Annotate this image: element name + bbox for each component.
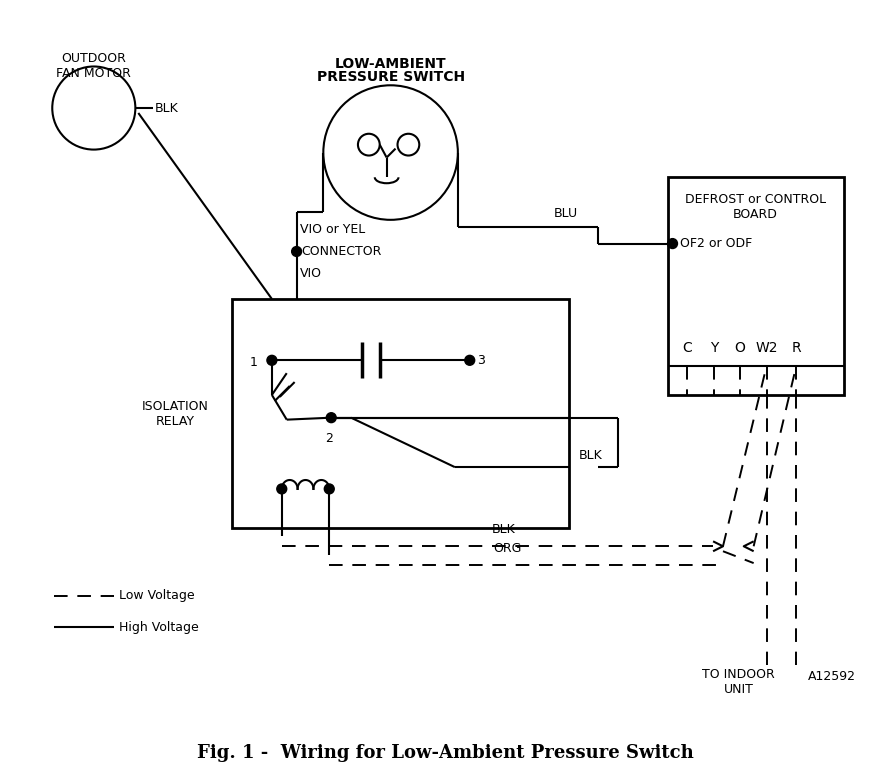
Bar (232, 299, 569, 528)
Circle shape (277, 484, 287, 494)
Bar (668, 177, 844, 395)
Text: ISOLATION
RELAY: ISOLATION RELAY (142, 400, 208, 428)
Text: 1: 1 (250, 355, 258, 369)
Text: LOW-AMBIENT: LOW-AMBIENT (335, 57, 447, 71)
Text: ORG: ORG (493, 542, 522, 555)
Text: BLU: BLU (554, 207, 578, 220)
Circle shape (324, 484, 335, 494)
Text: VIO or YEL: VIO or YEL (300, 223, 365, 236)
Circle shape (327, 413, 336, 423)
Text: C: C (683, 341, 692, 355)
Text: TO INDOOR
UNIT: TO INDOOR UNIT (702, 668, 775, 696)
Circle shape (267, 355, 277, 365)
Text: Low Voltage: Low Voltage (118, 589, 194, 602)
Text: W2: W2 (756, 341, 778, 355)
Circle shape (292, 247, 302, 256)
Text: VIO: VIO (300, 267, 321, 279)
Text: OUTDOOR
FAN MOTOR: OUTDOOR FAN MOTOR (56, 52, 131, 81)
Text: 3: 3 (477, 354, 484, 367)
Text: O: O (734, 341, 745, 355)
Text: Y: Y (710, 341, 718, 355)
Circle shape (668, 239, 677, 248)
Text: BLK: BLK (578, 449, 603, 462)
Text: Fig. 1 -  Wiring for Low-Ambient Pressure Switch: Fig. 1 - Wiring for Low-Ambient Pressure… (197, 744, 693, 762)
Text: BLK: BLK (155, 102, 179, 115)
Text: A12592: A12592 (808, 670, 856, 684)
Text: CONNECTOR: CONNECTOR (302, 245, 382, 258)
Text: High Voltage: High Voltage (118, 621, 198, 634)
Text: BLK: BLK (491, 523, 515, 536)
Text: OF2 or ODF: OF2 or ODF (681, 237, 753, 250)
Circle shape (465, 355, 474, 365)
Text: 2: 2 (326, 431, 333, 445)
Text: DEFROST or CONTROL: DEFROST or CONTROL (685, 192, 826, 206)
Text: BOARD: BOARD (733, 209, 778, 221)
Text: PRESSURE SWITCH: PRESSURE SWITCH (317, 71, 465, 85)
Text: R: R (791, 341, 801, 355)
